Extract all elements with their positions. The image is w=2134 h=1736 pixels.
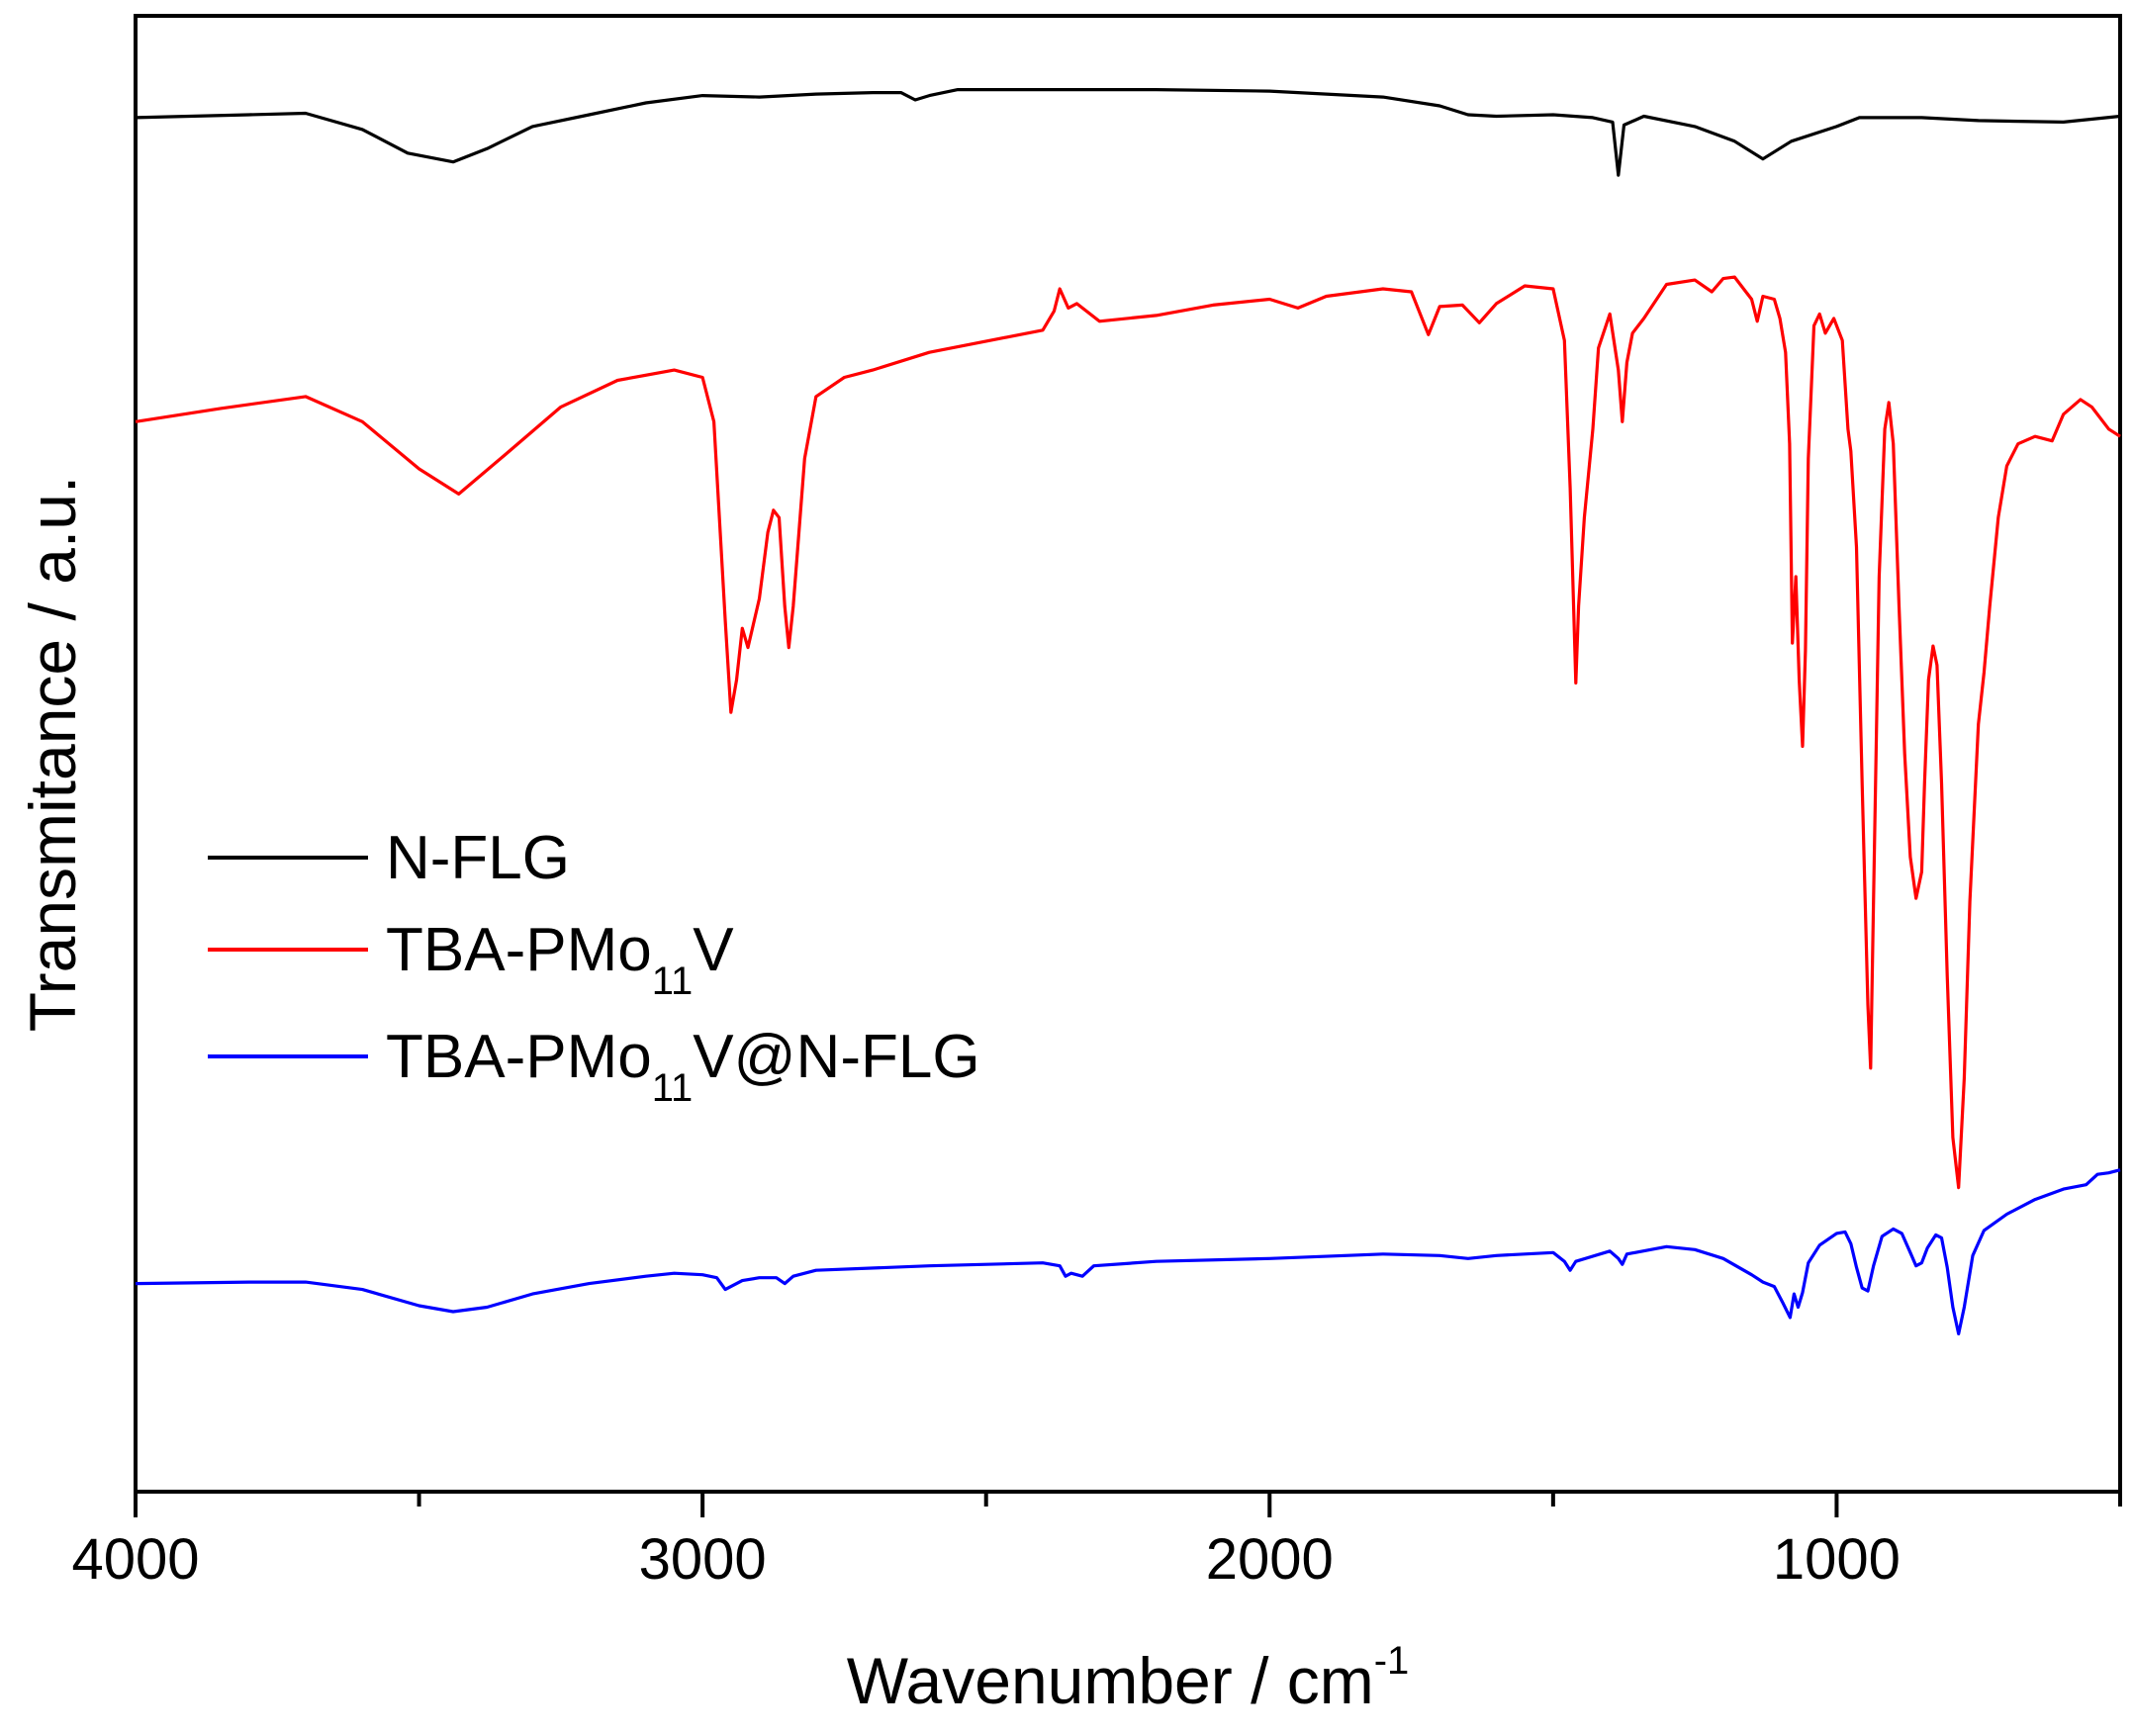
- x-tick-label-3000: 3000: [639, 1527, 767, 1592]
- x-axis-title-sup: -1: [1374, 1639, 1410, 1683]
- series-line-tba-pmo11v-n-flg: [135, 1168, 2121, 1335]
- x-tick-label-4000: 4000: [71, 1527, 199, 1592]
- plot-frame: [134, 14, 2122, 1494]
- tick-layer: [134, 1492, 2122, 1517]
- x-axis-title-main: Wavenumber / cm: [847, 1644, 1374, 1717]
- x-tick-label-2000: 2000: [1206, 1527, 1334, 1592]
- series-layer: [135, 88, 2121, 1335]
- x-tick-label-1000: 1000: [1773, 1527, 1901, 1592]
- tick-label-layer: 4000 3000 2000 1000: [71, 1527, 1900, 1592]
- legend: N-FLG TBA-PMo11V TBA-PMo11V@N-FLG: [208, 824, 980, 1110]
- legend-label-tba-pmo11v-n-flg: TBA-PMo11V@N-FLG: [386, 1023, 980, 1110]
- series-line-n-flg: [135, 88, 2121, 177]
- x-axis-title: Wavenumber / cm-1: [847, 1639, 1410, 1717]
- legend-label-tba-pmo11v: TBA-PMo11V: [386, 916, 734, 1003]
- y-axis-title: Transmitance / a.u.: [16, 476, 89, 1032]
- series-line-tba-pmo11v: [135, 275, 2121, 1190]
- legend-label-n-flg: N-FLG: [386, 824, 570, 892]
